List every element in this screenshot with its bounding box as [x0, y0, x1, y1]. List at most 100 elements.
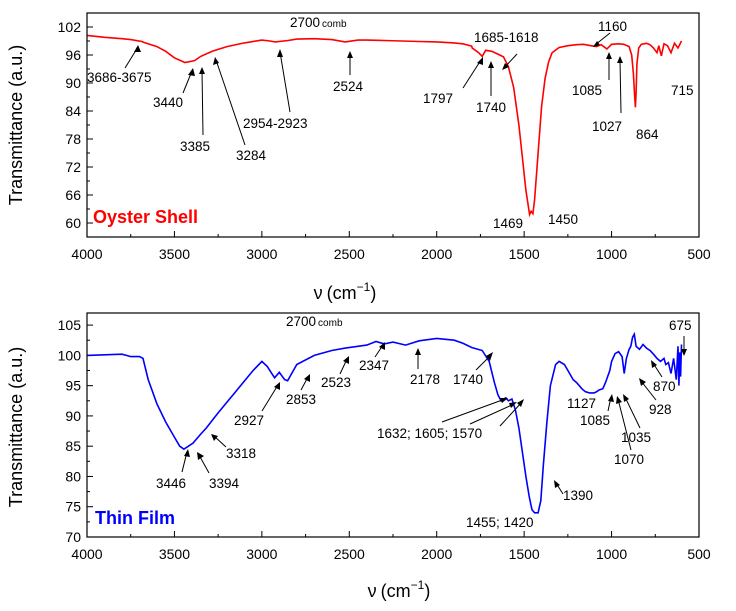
annot-1740: 1740 — [476, 100, 506, 115]
arrowhead-3385 — [199, 67, 205, 74]
arrowhead-3446 — [184, 449, 190, 457]
arrowhead-870 — [651, 360, 657, 368]
oyster-shell-panel: Transmittance (a.u.) 60 66 72 78 84 90 96 102 4… — [6, 12, 711, 303]
top-y-tick-label: 66 — [65, 187, 81, 203]
bottom-y-tick-label: 100 — [58, 347, 82, 363]
top-x-tick-label: 3500 — [159, 246, 190, 262]
bottom-plot-frame — [86, 312, 700, 538]
annot-1390: 1390 — [563, 488, 593, 503]
top-x-ticks: 4000 3500 3000 2500 2000 1500 1000 500 — [71, 231, 711, 262]
arrowhead-675 — [681, 349, 687, 356]
annot-3394: 3394 — [209, 476, 240, 491]
annot-3446: 3446 — [156, 476, 186, 491]
bottom-y-tick-label: 75 — [65, 499, 81, 515]
top-x-tick-label: 1500 — [509, 246, 540, 262]
top-y-tick-label: 78 — [65, 131, 81, 147]
arrowhead-3686-3675 — [134, 45, 141, 52]
top-panel-label: Oyster Shell — [93, 207, 198, 227]
arrowhead-3284 — [213, 57, 219, 65]
arrowhead-3394 — [197, 452, 204, 460]
bottom-x-unit-close: ) — [424, 581, 430, 601]
top-y-tick-label: 72 — [65, 159, 81, 175]
bottom-y-tick-label: 85 — [65, 438, 81, 454]
top-x-axis-title: ν (cm−1) — [314, 280, 377, 303]
top-comb-label: 2700 comb — [290, 15, 347, 30]
arrowhead-2524 — [347, 51, 353, 58]
arrowhead-2853 — [304, 374, 310, 382]
arrowhead-1570 — [517, 399, 524, 407]
bottom-x-tick-label: 1000 — [596, 546, 627, 562]
annot-1797: 1797 — [423, 91, 453, 106]
top-y-ticks: 60 66 72 78 84 90 96 102 — [58, 19, 93, 231]
bottom-y-tick-label: 70 — [65, 529, 81, 545]
arrow-3385 — [201, 69, 204, 136]
arrow-1605 — [469, 403, 515, 425]
bottom-x-tick-label: 1500 — [509, 546, 540, 562]
annot-1740: 1740 — [453, 372, 483, 387]
arrowhead-1685 — [502, 63, 509, 70]
bottom-x-unit-exp: −1 — [411, 578, 425, 592]
arrowhead-1160 — [593, 41, 600, 47]
annot-1455-1420: 1455; 1420 — [466, 515, 534, 530]
bottom-comb-label: 2700 comb — [286, 314, 343, 329]
arrow-1797 — [462, 59, 482, 89]
bottom-x-axis-title: ν (cm−1) — [368, 578, 431, 601]
top-x-unit: (cm — [327, 283, 357, 303]
bottom-y-ticks: 70 75 80 85 90 95 100 105 — [58, 317, 93, 545]
annot-2347: 2347 — [359, 358, 389, 373]
top-x-tick-label: 500 — [687, 246, 711, 262]
top-y-axis-title: Transmittance (a.u.) — [6, 45, 26, 205]
arrowhead-2927 — [274, 382, 280, 390]
bottom-y-tick-label: 105 — [58, 317, 82, 333]
annot-1085: 1085 — [572, 83, 602, 98]
annot-1160: 1160 — [598, 19, 627, 34]
annot-870: 870 — [653, 379, 676, 394]
arrowhead-928 — [639, 378, 646, 386]
arrow-2954 — [279, 51, 291, 113]
annot-1027: 1027 — [592, 119, 622, 134]
top-x-symbol: ν — [314, 283, 323, 303]
top-x-unit-exp: −1 — [357, 280, 371, 294]
bottom-x-tick-label: 2000 — [421, 546, 452, 562]
arrowhead-1027 — [617, 56, 623, 63]
annot-1085: 1085 — [580, 413, 610, 428]
arrow-2927 — [261, 384, 279, 412]
annot-2954-2923: 2954-2923 — [243, 116, 308, 131]
bottom-x-unit: (cm — [381, 581, 411, 601]
annot-2178: 2178 — [410, 372, 440, 387]
annot-3385: 3385 — [180, 139, 210, 154]
top-comb-sub: comb — [322, 19, 347, 30]
annot-715: 715 — [671, 83, 694, 98]
top-x-tick-label: 1000 — [596, 246, 627, 262]
bottom-x-symbol: ν — [368, 581, 377, 601]
arrowhead-1070 — [616, 396, 622, 404]
arrowhead-3440 — [188, 68, 195, 76]
arrowhead-1605 — [509, 402, 517, 408]
top-y-tick-label: 84 — [65, 103, 81, 119]
annot-3284: 3284 — [236, 148, 267, 163]
top-x-unit-close: ) — [370, 283, 376, 303]
annot-928: 928 — [649, 402, 672, 417]
arrow-1570 — [499, 401, 523, 427]
arrow-1632 — [441, 398, 506, 423]
bottom-y-tick-label: 80 — [65, 468, 81, 484]
top-annotations: 2700 comb 3686-3675 3440 3385 3284 2954-2… — [87, 15, 694, 231]
annot-2524: 2524 — [333, 79, 364, 94]
arrow-928 — [640, 380, 657, 401]
bottom-y-tick-label: 90 — [65, 408, 81, 424]
arrow-1070 — [617, 398, 632, 451]
bottom-x-tick-label: 3500 — [159, 546, 190, 562]
bottom-comb-sub: comb — [318, 318, 343, 329]
arrowhead-1085 — [608, 394, 614, 402]
annot-1035: 1035 — [621, 430, 651, 445]
top-x-tick-label: 4000 — [71, 246, 102, 262]
annot-1685-1618: 1685-1618 — [474, 30, 539, 45]
bottom-panel-label: Thin Film — [95, 508, 175, 528]
arrowhead-2178 — [415, 348, 421, 355]
bottom-annotations: 2700 comb 3446 3394 3318 2927 2853 2523 2… — [156, 314, 692, 530]
annot-864: 864 — [636, 127, 659, 142]
arrowhead-3318 — [211, 434, 218, 441]
bottom-x-ticks: 4000 3500 3000 2500 2000 1500 1000 500 — [71, 531, 711, 562]
